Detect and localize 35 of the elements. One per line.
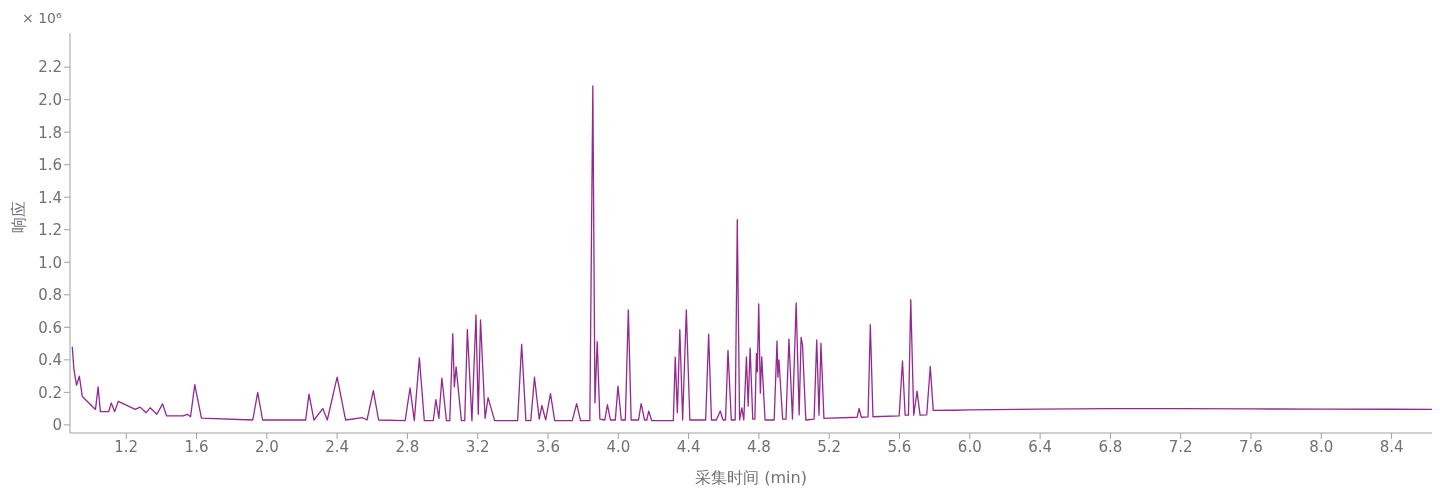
x-tick-label: 6.0 bbox=[957, 437, 982, 456]
y-tick-label: 1.6 bbox=[38, 156, 62, 175]
x-tick-label: 7.6 bbox=[1239, 437, 1263, 456]
x-tick-label: 1.6 bbox=[184, 437, 209, 456]
x-tick-label: 8.4 bbox=[1379, 437, 1404, 456]
y-tick-label: 1.2 bbox=[38, 221, 62, 240]
x-tick-label: 6.4 bbox=[1028, 437, 1053, 456]
x-tick-label: 8.0 bbox=[1309, 437, 1334, 456]
x-axis-title: 采集时间 (min) bbox=[695, 468, 807, 487]
x-tick-label: 5.6 bbox=[887, 437, 912, 456]
x-tick-label: 2.8 bbox=[395, 437, 420, 456]
y-tick-label: 1.4 bbox=[38, 188, 62, 207]
x-tick-label: 3.6 bbox=[536, 437, 560, 456]
x-tick-label: 7.2 bbox=[1168, 437, 1193, 456]
x-tick-label: 3.2 bbox=[465, 437, 490, 456]
y-tick-label: 0 bbox=[52, 416, 62, 435]
y-tick-label: 1.0 bbox=[38, 253, 62, 272]
y-tick-label: 0.2 bbox=[38, 383, 62, 402]
y-tick-label: 2.2 bbox=[38, 58, 62, 77]
x-tick-label: 6.8 bbox=[1098, 437, 1123, 456]
x-tick-label: 2.0 bbox=[254, 437, 279, 456]
x-tick-label: 2.4 bbox=[325, 437, 350, 456]
y-tick-label: 2.0 bbox=[38, 90, 62, 109]
line-series bbox=[71, 85, 1432, 422]
y-axis-title: 响应 bbox=[8, 201, 28, 233]
x-tick-label: 4.8 bbox=[746, 437, 771, 456]
y-tick-label: 0.8 bbox=[38, 286, 62, 305]
x-tick-label: 4.0 bbox=[606, 437, 631, 456]
text: × 10⁶ bbox=[22, 10, 62, 26]
y-tick-label: 1.8 bbox=[38, 123, 62, 142]
x-tick-label: 5.2 bbox=[817, 437, 842, 456]
y-tick-label: 0.6 bbox=[38, 318, 62, 337]
x-tick-label: 1.2 bbox=[114, 437, 139, 456]
x-tick-label: 4.4 bbox=[676, 437, 701, 456]
y-tick-label: 0.4 bbox=[38, 351, 62, 370]
